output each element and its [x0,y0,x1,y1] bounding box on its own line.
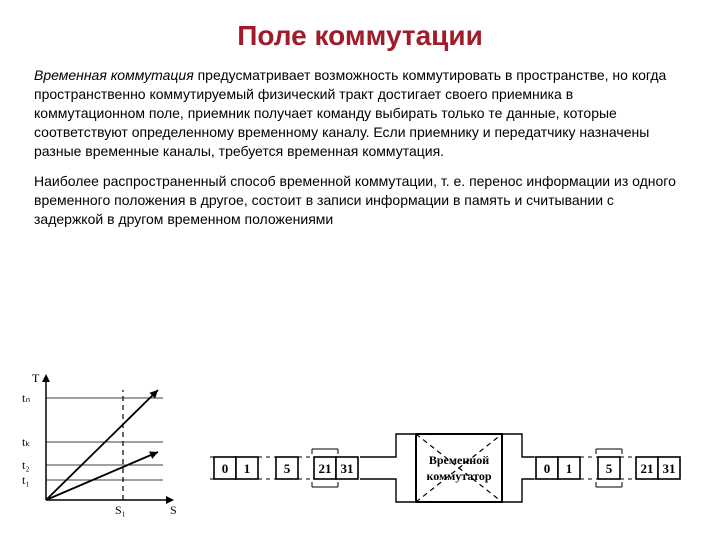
svg-text:0: 0 [222,461,229,476]
time-space-chart: T St₁t₂ tₖ tₙ S₁ [18,360,188,530]
slide-title: Поле коммутации [34,20,686,52]
svg-text:1: 1 [244,461,251,476]
svg-text:5: 5 [284,461,291,476]
svg-text:21: 21 [641,461,654,476]
figures-row: TSt₁t₂tₖtₙS₁ Временнойкоммутатор01521310… [18,360,702,530]
svg-text:t₂: t₂ [22,458,30,472]
svg-text:21: 21 [319,461,332,476]
svg-text:T: T [32,371,40,385]
svg-text:tₖ: tₖ [22,435,30,449]
svg-text:31: 31 [663,461,676,476]
paragraph-1-lead: Временная коммутация [34,67,194,83]
svg-text:S: S [170,503,177,517]
svg-text:коммутатор: коммутатор [426,469,491,483]
svg-text:Временной: Временной [429,453,489,467]
svg-text:t₁: t₁ [22,473,30,487]
svg-text:S₁: S₁ [115,503,126,517]
svg-text:tₙ: tₙ [22,391,30,405]
svg-text:0: 0 [544,461,551,476]
paragraph-1: Временная коммутация предусматривает воз… [34,66,686,160]
paragraph-2: Наиболее распространенный способ временн… [34,172,686,229]
svg-text:1: 1 [566,461,573,476]
time-switch-diagram: Временнойкоммутатор01521310152131 [206,410,706,530]
svg-text:5: 5 [606,461,613,476]
svg-text:31: 31 [341,461,354,476]
slide-page: Поле коммутации Временная коммутация пре… [0,0,720,540]
